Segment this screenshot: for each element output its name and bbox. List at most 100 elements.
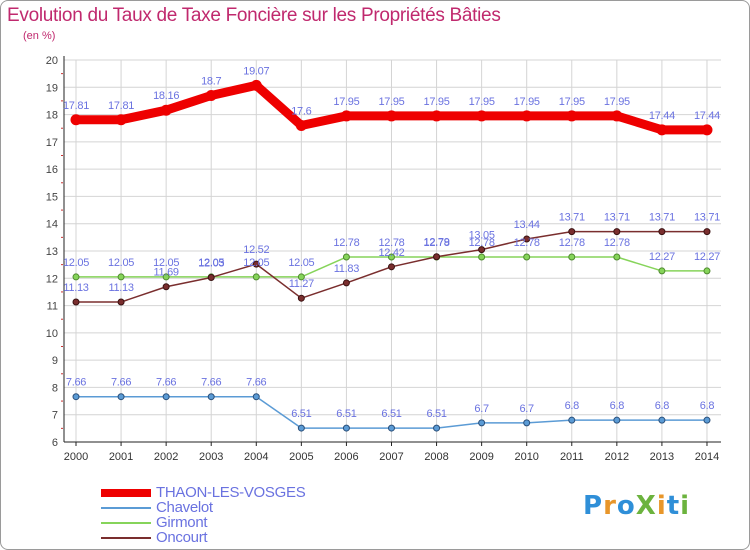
- data-point-thaon: [385, 110, 397, 122]
- x-tick-label: 2005: [289, 451, 313, 463]
- data-point-girmont: [342, 253, 350, 261]
- data-label-thaon: 17.81: [108, 100, 134, 112]
- logo-letter: r: [603, 491, 617, 521]
- legend-swatch-chavelot: [101, 507, 151, 509]
- data-label-girmont: 12.05: [153, 257, 179, 269]
- data-point-oncourt: [252, 260, 260, 268]
- x-tick-label: 2012: [605, 451, 629, 463]
- data-point-thaon: [431, 110, 443, 122]
- data-label-thaon: 17.95: [333, 96, 359, 108]
- data-point-oncourt: [433, 253, 441, 261]
- data-label-chavelot: 6.7: [519, 403, 534, 415]
- data-label-girmont: 12.27: [694, 251, 720, 263]
- data-point-girmont: [252, 273, 260, 281]
- data-point-chavelot: [568, 416, 576, 424]
- data-label-thaon: 17.95: [514, 96, 540, 108]
- legend-label-oncourt: Oncourt: [156, 529, 208, 546]
- data-label-oncourt: 13.71: [694, 212, 720, 224]
- y-tick-label: 16: [46, 164, 58, 176]
- data-point-girmont: [387, 253, 395, 261]
- data-label-thaon: 18.7: [201, 75, 221, 87]
- legend-swatch-oncourt: [101, 537, 151, 539]
- data-point-thaon: [476, 110, 488, 122]
- data-point-girmont: [72, 273, 80, 281]
- data-point-girmont: [703, 267, 711, 275]
- x-tick-label: 2013: [650, 451, 674, 463]
- data-point-thaon: [611, 110, 623, 122]
- legend-item-oncourt: Oncourt: [101, 529, 361, 546]
- data-label-thaon: 17.44: [694, 110, 720, 122]
- data-label-chavelot: 7.66: [156, 377, 176, 389]
- y-tick-label: 13: [46, 246, 58, 258]
- data-point-oncourt: [658, 228, 666, 236]
- data-point-oncourt: [523, 235, 531, 243]
- data-label-oncourt: 13.71: [649, 212, 675, 224]
- logo-letter: i: [680, 491, 691, 521]
- y-tick-label: 6: [52, 437, 58, 449]
- data-label-chavelot: 6.51: [291, 408, 311, 420]
- data-point-oncourt: [342, 279, 350, 287]
- data-point-girmont: [297, 273, 305, 281]
- data-point-chavelot: [162, 393, 170, 401]
- y-tick-label: 8: [52, 382, 58, 394]
- data-point-thaon: [295, 119, 307, 131]
- logo-letter: X: [635, 491, 657, 521]
- data-point-oncourt: [613, 228, 621, 236]
- data-point-thaon: [521, 110, 533, 122]
- y-tick-label: 9: [52, 355, 58, 367]
- y-tick-label: 12: [46, 273, 58, 285]
- data-point-chavelot: [117, 393, 125, 401]
- legend-label-thaon: THAON-LES-VOSGES: [156, 484, 306, 501]
- legend-swatch-girmont: [101, 522, 151, 524]
- legend-item-thaon: THAON-LES-VOSGES: [101, 484, 361, 501]
- data-label-chavelot: 6.51: [426, 408, 446, 420]
- data-point-oncourt: [703, 228, 711, 236]
- data-label-chavelot: 6.8: [700, 400, 715, 412]
- data-point-oncourt: [568, 228, 576, 236]
- data-point-thaon: [160, 104, 172, 116]
- data-label-thaon: 17.95: [424, 96, 450, 108]
- data-point-oncourt: [207, 273, 215, 281]
- data-label-oncourt: 13.44: [514, 219, 540, 231]
- data-point-thaon: [205, 89, 217, 101]
- data-label-girmont: 12.78: [604, 237, 630, 249]
- data-point-girmont: [478, 253, 486, 261]
- x-tick-label: 2001: [109, 451, 133, 463]
- data-point-chavelot: [342, 424, 350, 432]
- data-point-oncourt: [387, 263, 395, 271]
- data-point-oncourt: [117, 298, 125, 306]
- data-label-oncourt: 13.71: [559, 212, 585, 224]
- data-label-chavelot: 7.66: [66, 377, 86, 389]
- legend-item-girmont: Girmont: [101, 514, 361, 531]
- x-tick-label: 2000: [64, 451, 88, 463]
- y-tick-label: 10: [46, 328, 58, 340]
- data-point-girmont: [162, 273, 170, 281]
- x-tick-label: 2007: [379, 451, 403, 463]
- data-label-chavelot: 6.51: [381, 408, 401, 420]
- x-tick-label: 2009: [469, 451, 493, 463]
- legend-swatch-thaon: [101, 489, 151, 497]
- data-point-girmont: [117, 273, 125, 281]
- data-point-chavelot: [72, 393, 80, 401]
- data-label-oncourt: 11.69: [154, 267, 179, 279]
- data-label-thaon: 18.16: [153, 90, 179, 102]
- data-label-girmont: 12.78: [469, 237, 495, 249]
- data-label-girmont: 12.05: [108, 257, 134, 269]
- y-axis-unit-label: (en %): [23, 30, 56, 42]
- data-point-chavelot: [252, 393, 260, 401]
- data-label-girmont: 12.78: [378, 237, 404, 249]
- data-label-oncourt: 12.52: [243, 244, 269, 256]
- data-label-girmont: 12.05: [243, 257, 269, 269]
- data-label-chavelot: 6.8: [655, 400, 670, 412]
- data-point-oncourt: [478, 246, 486, 254]
- data-point-girmont: [613, 253, 621, 261]
- legend-label-girmont: Girmont: [156, 514, 208, 531]
- data-point-chavelot: [523, 419, 531, 427]
- data-point-chavelot: [658, 416, 666, 424]
- y-tick-label: 7: [52, 410, 58, 422]
- legend-item-chavelot: Chavelot: [101, 499, 361, 516]
- data-label-chavelot: 6.51: [336, 408, 356, 420]
- data-label-chavelot: 6.7: [474, 403, 489, 415]
- logo-letter: t: [666, 491, 681, 521]
